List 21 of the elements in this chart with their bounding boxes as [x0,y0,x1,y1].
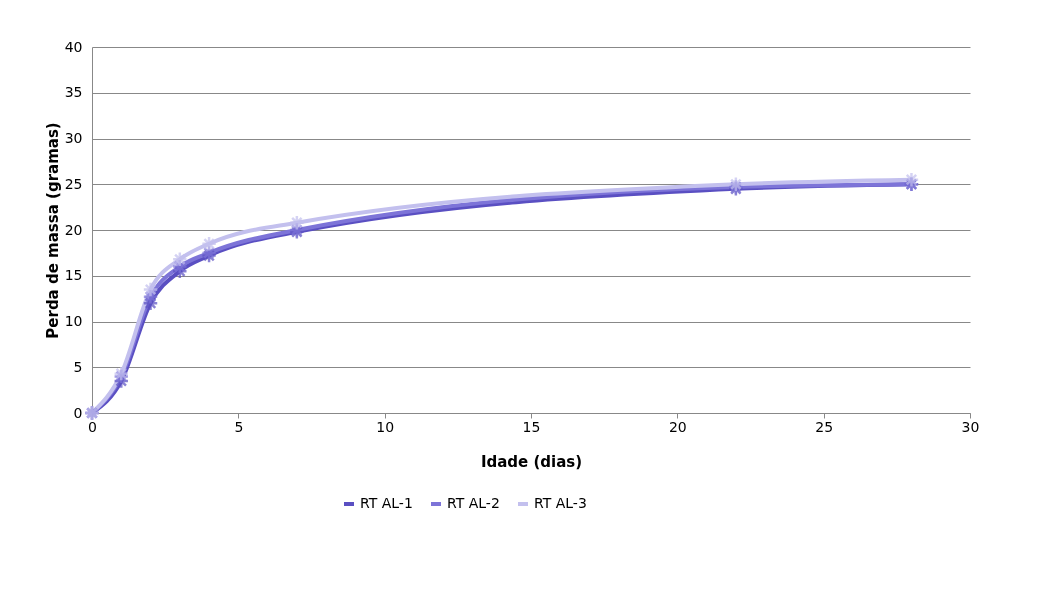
legend-label: RT AL-3 [534,495,587,511]
x-tick-label: 15 [522,418,541,435]
y-tick-label: 15 [64,267,83,284]
y-tick-label: 25 [64,175,83,192]
x-axis-title: Idade (dias) [480,452,583,471]
y-tick-label: 20 [64,221,83,238]
x-tick-label: 30 [961,418,980,435]
y-tick-label: 30 [64,130,83,146]
y-tick-label: 35 [64,84,83,101]
x-tick-label: 25 [815,418,834,435]
y-tick-label: 10 [64,313,83,329]
x-tick-label: 10 [376,418,395,435]
y-tick-label: 0 [73,404,83,421]
legend-label: RT AL-2 [447,495,500,511]
x-tick-label: 5 [234,418,244,435]
x-tick-label: 20 [668,418,687,435]
y-tick-label: 40 [64,38,83,55]
x-tick-label: 0 [88,418,97,435]
legend-label: RT AL-1 [360,495,413,511]
y-axis-title: Perda de massa (gramas) [43,122,62,339]
y-tick-label: 5 [73,358,83,375]
